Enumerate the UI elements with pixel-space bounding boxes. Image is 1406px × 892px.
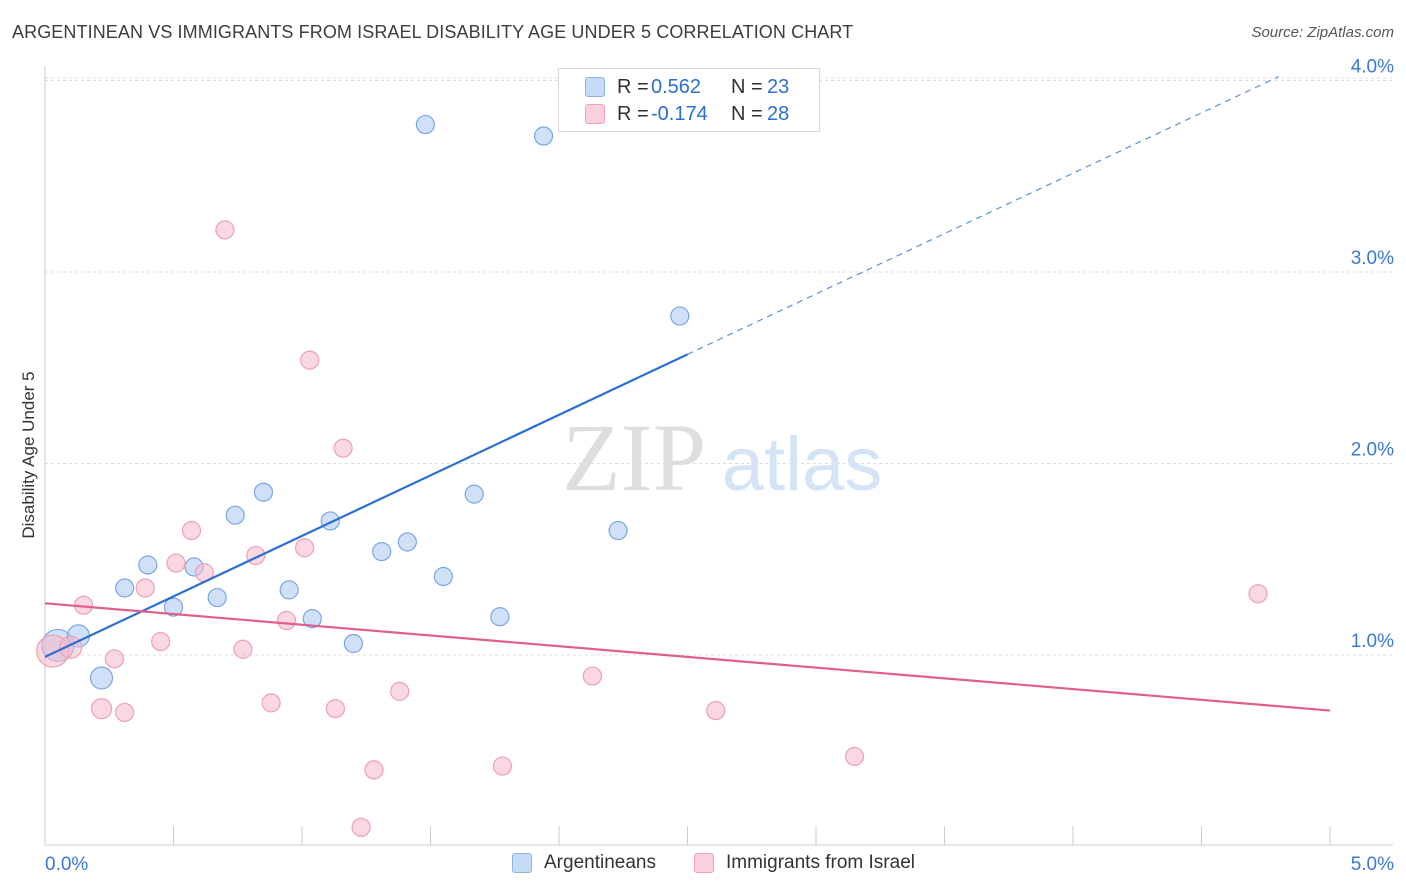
legend-item-argentineans[interactable]: Argentineans xyxy=(512,852,656,874)
israel-point xyxy=(115,702,135,723)
argentineans-point xyxy=(397,532,417,552)
r-value: 0.562 xyxy=(651,75,702,98)
legend-swatch-pink xyxy=(694,853,714,873)
argentineans-point xyxy=(415,114,435,135)
tick-labels: 1.0% 2.0% 3.0% 4.0% 0.0% 5.0% xyxy=(45,57,1394,876)
argentineans-point xyxy=(433,566,453,587)
argentineans-trend-extension xyxy=(687,76,1279,355)
israel-point xyxy=(582,666,603,686)
argentineans-trend-line xyxy=(44,353,688,658)
israel-point xyxy=(390,681,410,701)
n-value: 23 xyxy=(767,75,790,98)
y-tick-label: 4.0% xyxy=(1351,57,1394,78)
argentineans-point xyxy=(163,597,184,617)
argentineans-point xyxy=(279,580,299,600)
israel-point xyxy=(90,698,113,720)
correlation-legend: R = 0.562 N = 23 R = -0.174 N = 28 xyxy=(558,68,820,132)
israel-point xyxy=(300,350,320,370)
argentineans-point xyxy=(343,633,363,654)
argentineans-point xyxy=(89,666,114,690)
argentineans-point xyxy=(372,541,392,562)
axes xyxy=(44,66,1393,846)
argentineans-point xyxy=(670,306,690,326)
r-label: R = xyxy=(617,102,649,125)
r-value: -0.174 xyxy=(651,102,708,125)
israel-point xyxy=(233,639,253,659)
y-tick-label: 1.0% xyxy=(1351,631,1394,652)
israel-point xyxy=(364,760,384,780)
x-tick-label: 0.0% xyxy=(45,854,88,875)
argentineans-point xyxy=(138,555,158,575)
argentineans-point xyxy=(490,607,510,627)
israel-point xyxy=(261,693,281,713)
y-tick-label: 2.0% xyxy=(1351,440,1394,461)
watermark-atlas: atlas xyxy=(722,422,883,507)
israel-point xyxy=(151,631,171,652)
argentineans-point xyxy=(115,578,135,598)
israel-point xyxy=(276,610,297,631)
israel-point xyxy=(104,649,124,669)
argentineans-point xyxy=(320,511,340,531)
r-label: R = xyxy=(617,75,649,98)
israel-point xyxy=(166,553,186,573)
y-axis-label: Disability Age Under 5 xyxy=(19,371,38,538)
legend-row-israel: R = -0.174 N = 28 xyxy=(585,102,789,126)
israel-point xyxy=(351,817,371,837)
israel-point xyxy=(844,746,865,767)
argentineans-point xyxy=(225,505,245,525)
legend-label: Argentineans xyxy=(544,852,656,873)
chart-title: ARGENTINEAN VS IMMIGRANTS FROM ISRAEL DI… xyxy=(12,22,854,42)
n-label: N = xyxy=(731,75,763,98)
legend-row-argentineans: R = 0.562 N = 23 xyxy=(585,75,789,99)
israel-point xyxy=(325,699,346,719)
legend-swatch-pink xyxy=(585,104,605,124)
argentineans-point xyxy=(464,484,484,504)
legend-item-israel[interactable]: Immigrants from Israel xyxy=(694,852,915,874)
israel-point xyxy=(492,756,513,776)
argentineans-point xyxy=(253,482,274,502)
argentineans-point xyxy=(302,609,322,629)
series-legend: Argentineans Immigrants from Israel xyxy=(0,852,1406,876)
n-label: N = xyxy=(731,102,763,125)
israel-trend-line xyxy=(44,602,1331,712)
x-tick-label: 5.0% xyxy=(1351,854,1394,875)
gridlines xyxy=(45,77,1392,656)
israel-point xyxy=(294,538,315,558)
legend-label: Immigrants from Israel xyxy=(726,852,915,873)
israel-point xyxy=(706,700,726,721)
legend-swatch-blue xyxy=(585,77,605,97)
source-label: Source: ZipAtlas.com xyxy=(1251,24,1394,41)
n-value: 28 xyxy=(767,102,790,125)
israel-point xyxy=(1248,584,1268,604)
argentineans-point xyxy=(207,587,227,608)
y-tick-label: 3.0% xyxy=(1351,248,1394,269)
israel-point xyxy=(135,578,155,598)
watermark-zip: ZIP xyxy=(562,404,706,511)
israel-point xyxy=(215,220,235,240)
israel-point xyxy=(181,520,202,541)
legend-swatch-blue xyxy=(512,853,532,873)
trend-lines xyxy=(44,76,1331,712)
argentineans-point xyxy=(533,126,554,146)
israel-point xyxy=(333,438,353,458)
argentineans-point xyxy=(608,520,628,541)
